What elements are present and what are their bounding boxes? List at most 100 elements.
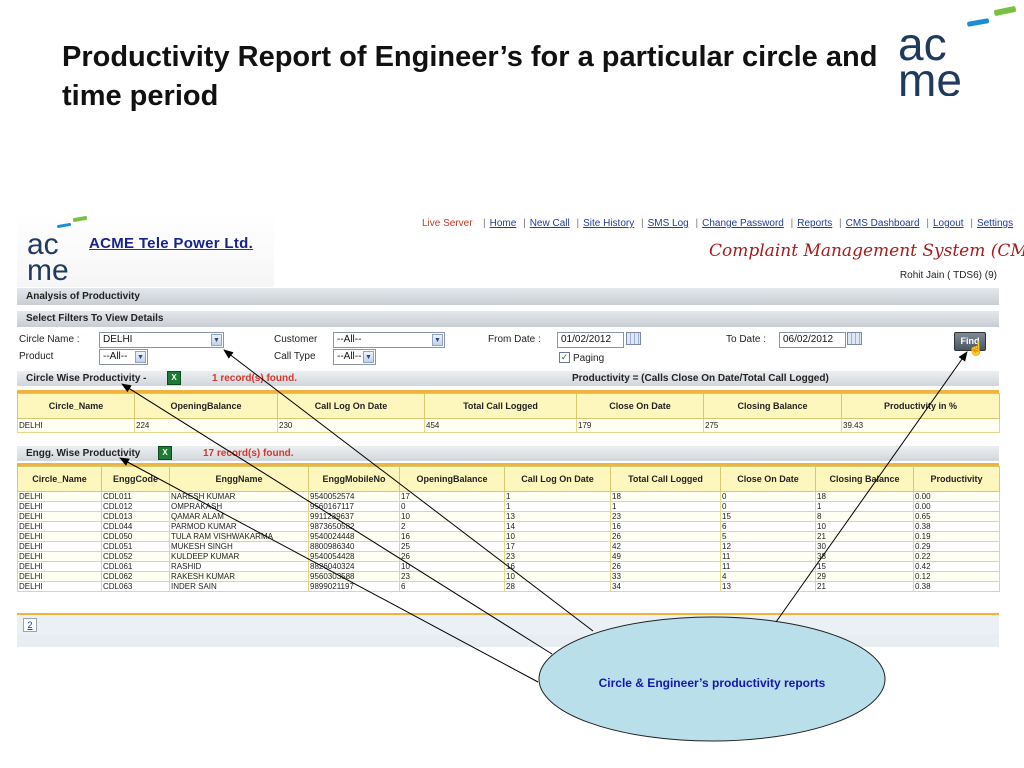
app-logo-accent-green xyxy=(72,216,88,223)
calltype-select[interactable]: --All-- ▼ xyxy=(333,349,376,365)
nav-new-call[interactable]: New Call xyxy=(529,218,570,229)
app-logo-accent-blue xyxy=(57,222,72,229)
engg-col-header: Closing Balance xyxy=(815,466,914,492)
calltype-label: Call Type xyxy=(274,351,316,362)
table-cell: 11 xyxy=(720,551,816,562)
nav-home[interactable]: Home xyxy=(489,218,517,229)
table-cell: 29 xyxy=(815,571,914,582)
product-label: Product xyxy=(19,351,54,362)
find-button[interactable]: Find xyxy=(954,332,986,351)
circle-col-header: Call Log On Date xyxy=(277,393,425,419)
table-cell: 8826040324 xyxy=(308,561,400,572)
table-cell: 38 xyxy=(815,551,914,562)
table-cell: 0.00 xyxy=(913,501,1000,512)
table-cell: 5 xyxy=(720,531,816,542)
engg-section-header: Engg. Wise Productivity X 17 record(s) f… xyxy=(17,446,999,461)
nav-change-password[interactable]: Change Password xyxy=(702,218,784,229)
app-brand-area: ac me ACME Tele Power Ltd. xyxy=(17,213,274,287)
table-cell: 179 xyxy=(576,418,704,433)
chevron-down-icon: ▼ xyxy=(211,334,222,346)
table-cell: 1 xyxy=(610,501,721,512)
table-cell: CDL013 xyxy=(101,511,170,522)
table-row: DELHI CDL063 INDER SAIN 9899021197 6 28 34 13 21… xyxy=(17,581,1000,592)
company-name: ACME Tele Power Ltd. xyxy=(89,235,254,252)
from-date-input[interactable]: 01/02/2012 xyxy=(557,332,624,348)
excel-export-icon[interactable]: X xyxy=(158,446,172,460)
table-row: DELHI CDL051 MUKESH SINGH 8800986340 25 17 42 1… xyxy=(17,541,1000,552)
table-cell: CDL044 xyxy=(101,521,170,532)
nav-sms-log[interactable]: SMS Log xyxy=(647,218,689,229)
table-cell: 6 xyxy=(720,521,816,532)
to-date-label: To Date : xyxy=(726,334,767,345)
table-cell: 9899021197 xyxy=(308,581,400,592)
table-cell: 6 xyxy=(399,581,505,592)
table-cell: 26 xyxy=(399,551,505,562)
table-cell: 9540054428 xyxy=(308,551,400,562)
circle-col-header: Circle_Name xyxy=(17,393,135,419)
table-cell: 0 xyxy=(720,491,816,502)
nav-reports[interactable]: Reports xyxy=(797,218,833,229)
table-cell: 0.38 xyxy=(913,581,1000,592)
table-cell: 0 xyxy=(720,501,816,512)
circle-productivity-table: Circle_Name OpeningBalance Call Log On Dat… xyxy=(17,393,1000,433)
table-cell: 0.12 xyxy=(913,571,1000,582)
live-server-label: Live Server xyxy=(422,218,473,229)
table-row: DELHI CDL044 PARMOD KUMAR 9873650582 2 14 16 6 1… xyxy=(17,521,1000,532)
circle-col-header: Total Call Logged xyxy=(424,393,577,419)
table-cell: 23 xyxy=(610,511,721,522)
table-cell: CDL012 xyxy=(101,501,170,512)
calendar-icon[interactable] xyxy=(847,332,862,345)
table-cell: 1 xyxy=(504,491,611,502)
product-select[interactable]: --All-- ▼ xyxy=(99,349,148,365)
table-row: DELHI CDL011 NARESH KUMAR 9540052574 17 1 18 0 1… xyxy=(17,491,1000,502)
engg-col-header: Close On Date xyxy=(720,466,816,492)
table-cell: 9911239637 xyxy=(308,511,400,522)
table-cell: 9560303588 xyxy=(308,571,400,582)
customer-select[interactable]: --All-- ▼ xyxy=(333,332,445,348)
engg-col-header: EnggMobileNo xyxy=(308,466,400,492)
excel-export-icon[interactable]: X xyxy=(167,371,181,385)
chevron-down-icon: ▼ xyxy=(135,351,146,363)
calendar-icon[interactable] xyxy=(626,332,641,345)
table-cell: DELHI xyxy=(17,491,102,502)
engg-col-header: Total Call Logged xyxy=(610,466,721,492)
page-link[interactable]: 2 xyxy=(23,618,37,632)
table-cell: 1 xyxy=(504,501,611,512)
table-cell: DELHI xyxy=(17,418,135,433)
table-cell: 454 xyxy=(424,418,577,433)
table-cell: 21 xyxy=(815,531,914,542)
app-logo: ac me xyxy=(27,216,88,284)
nav-logout[interactable]: Logout xyxy=(932,218,964,229)
nav-settings[interactable]: Settings xyxy=(976,218,1014,229)
to-date-input[interactable]: 06/02/2012 xyxy=(779,332,846,348)
logo-accent-blue xyxy=(967,18,990,27)
table-cell: 16 xyxy=(610,521,721,532)
table-cell: 13 xyxy=(504,511,611,522)
logo-bottom-text: me xyxy=(898,54,962,96)
table-cell: 26 xyxy=(610,561,721,572)
circle-record-count: 1 record(s) found. xyxy=(212,373,298,384)
engg-productivity-table: Circle_Name EnggCode EnggName EnggMobileNo O… xyxy=(17,466,1000,592)
circle-label: Circle Name : xyxy=(19,334,80,345)
customer-label: Customer xyxy=(274,334,318,345)
nav-cms-dashboard[interactable]: CMS Dashboard xyxy=(845,218,920,229)
circle-select[interactable]: DELHI ▼ xyxy=(99,332,224,348)
circle-col-header: Productivity in % xyxy=(841,393,1000,419)
table-cell: 16 xyxy=(504,561,611,572)
table-cell: 23 xyxy=(504,551,611,562)
table-cell: MUKESH SINGH xyxy=(169,541,309,552)
table-row: DELHI CDL013 QAMAR ALAM 9911239637 10 13 23 15 8… xyxy=(17,511,1000,522)
table-cell: TULA RAM VISHWAKARMA xyxy=(169,531,309,542)
nav-site-history[interactable]: Site History xyxy=(583,218,635,229)
app-logo-bottom-text: me xyxy=(27,254,69,284)
table-cell: 23 xyxy=(399,571,505,582)
circle-col-header: Closing Balance xyxy=(703,393,842,419)
paging-checkbox[interactable]: ✓ xyxy=(559,352,570,363)
table-cell: 9540052574 xyxy=(308,491,400,502)
table-cell: CDL011 xyxy=(101,491,170,502)
table-cell: 11 xyxy=(720,561,816,572)
table-cell: 0.65 xyxy=(913,511,1000,522)
table-cell: CDL051 xyxy=(101,541,170,552)
table-cell: 2 xyxy=(399,521,505,532)
table-cell: 10 xyxy=(399,511,505,522)
